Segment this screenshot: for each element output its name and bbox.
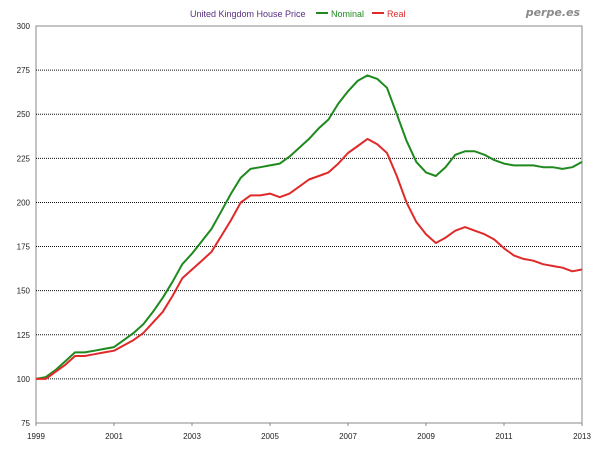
y-axis: 300 275 250 225 200 175 150 125 100 75 [17, 22, 31, 428]
legend: Nominal Real [316, 9, 406, 19]
y-tick-label-275: 275 [17, 66, 31, 75]
legend-label-nominal: Nominal [331, 9, 364, 19]
y-tick-label-175: 175 [17, 243, 31, 252]
x-tick-label-1999: 1999 [27, 432, 45, 441]
x-tick-label-2013: 2013 [573, 432, 591, 441]
series-line-real [36, 137, 583, 380]
x-tick-label-2001: 2001 [105, 432, 123, 441]
y-tick-label-200: 200 [17, 198, 31, 207]
plot-area-frame [35, 25, 583, 424]
y-tick-label-100: 100 [17, 375, 31, 384]
x-tick-label-2005: 2005 [261, 432, 279, 441]
y-tick-label-75: 75 [21, 419, 30, 428]
series-layer [35, 74, 583, 380]
y-tick-label-300: 300 [17, 22, 31, 31]
y-tick-label-225: 225 [17, 154, 31, 163]
x-axis: 1999 2001 2003 2005 2007 2009 2011 2013 [27, 423, 591, 441]
y-tick-label-250: 250 [17, 110, 31, 119]
legend-label-real: Real [387, 9, 406, 19]
y-tick-label-150: 150 [17, 287, 31, 296]
y-tick-label-125: 125 [17, 331, 31, 340]
x-tick-label-2003: 2003 [183, 432, 201, 441]
x-tick-label-2011: 2011 [495, 432, 513, 441]
gridlines [36, 69, 582, 380]
chart-title: United Kingdom House Price [190, 9, 306, 19]
series-line-nominal [35, 74, 583, 380]
x-tick-label-2009: 2009 [417, 432, 435, 441]
watermark-text: perpe.es [525, 6, 581, 19]
x-tick-label-2007: 2007 [339, 432, 357, 441]
